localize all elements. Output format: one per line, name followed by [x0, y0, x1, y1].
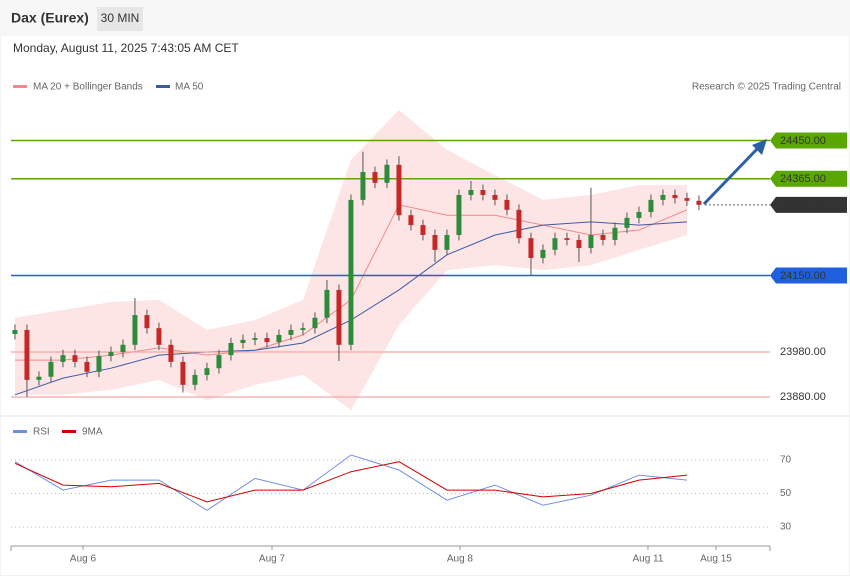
x-tick-label: Aug 6: [70, 554, 97, 565]
candle-body: [336, 289, 342, 345]
level-label: 24365.00: [780, 173, 826, 185]
candle-body: [516, 209, 522, 239]
level-tag: [770, 196, 847, 213]
candle-body: [384, 164, 390, 183]
candle-body: [564, 238, 570, 240]
level-tag: [770, 170, 847, 187]
candle-body: [324, 289, 330, 318]
candle-body: [132, 315, 138, 345]
candle-body: [288, 329, 294, 335]
candle-body: [12, 329, 18, 334]
level-label: 24450.00: [780, 135, 826, 147]
timestamp: Monday, August 11, 2025 7:43:05 AM CET: [13, 41, 239, 55]
level-label: 24150.00: [780, 270, 826, 282]
candle-body: [36, 376, 42, 380]
candle-body: [204, 368, 210, 375]
candle-body: [444, 235, 450, 250]
candle-body: [120, 344, 126, 352]
candle-body: [432, 235, 438, 250]
candle-body: [276, 334, 282, 343]
candle-body: [252, 338, 258, 340]
legend-swatch: [156, 85, 170, 88]
x-tick-label: Aug 7: [259, 554, 286, 565]
level-label: 23980.00: [780, 346, 826, 358]
timeframe-box: [97, 7, 143, 31]
candle-body: [360, 172, 366, 200]
timeframe: 30 MIN: [101, 11, 140, 25]
level-label: 23880.00: [780, 391, 826, 403]
candle-body: [60, 355, 66, 362]
candle-body: [492, 194, 498, 200]
candle-body: [216, 355, 222, 369]
candle-body: [456, 194, 462, 235]
candle-body: [300, 328, 306, 330]
candle-body: [96, 356, 102, 372]
rsi-line: [14, 454, 688, 511]
candle-body: [696, 200, 702, 205]
level-tag: [770, 267, 847, 284]
legend-label: MA 20 + Bollinger Bands: [33, 82, 143, 93]
candle-body: [144, 315, 150, 329]
legend-label: RSI: [33, 427, 50, 438]
forecast-arrow: [702, 146, 760, 206]
y-tick-label: 50: [780, 488, 792, 499]
candle-body: [264, 338, 270, 343]
candle-body: [576, 239, 582, 249]
candle-body: [636, 212, 642, 218]
candle-body: [684, 198, 690, 201]
credit: Research © 2025 Trading Central: [692, 82, 841, 93]
candle-body: [612, 227, 618, 240]
candle-body: [240, 339, 246, 343]
candle-body: [396, 164, 402, 216]
legend-label: MA 50: [175, 82, 204, 93]
y-tick-label: 30: [780, 522, 792, 533]
candle-body: [648, 199, 654, 213]
candle-body: [168, 344, 174, 362]
candle-body: [468, 190, 474, 195]
candle-body: [180, 361, 186, 385]
legend-swatch: [62, 430, 76, 433]
candle-body: [348, 199, 354, 345]
candle-body: [660, 194, 666, 200]
candle-body: [192, 374, 198, 385]
candle-body: [480, 190, 486, 195]
rsi-line: [14, 461, 688, 503]
candle-body: [156, 328, 162, 345]
legend-label: 9MA: [82, 427, 103, 438]
x-tick-label: Aug 15: [700, 554, 732, 565]
candle-body: [228, 343, 234, 356]
forecast-arrowhead: [752, 139, 767, 155]
candle-body: [312, 317, 318, 329]
legend-swatch: [13, 85, 27, 88]
candle-body: [84, 361, 90, 372]
legend-swatch: [13, 430, 27, 433]
level-tag: [770, 132, 847, 149]
candle-body: [528, 238, 534, 258]
level-label: 24307.00: [780, 199, 826, 211]
candle-body: [624, 217, 630, 228]
candle-body: [420, 225, 426, 235]
candle-body: [372, 172, 378, 183]
candle-body: [540, 249, 546, 258]
candle-body: [108, 352, 114, 357]
y-tick-label: 70: [780, 455, 792, 466]
candle-body: [600, 235, 606, 240]
x-tick-label: Aug 8: [447, 554, 474, 565]
candle-body: [672, 194, 678, 199]
candle-body: [408, 215, 414, 226]
candle-body: [588, 235, 594, 249]
candle-body: [552, 238, 558, 250]
candle-body: [24, 329, 30, 380]
candle-body: [504, 199, 510, 210]
title: Dax (Eurex): [11, 10, 89, 26]
candle-body: [48, 361, 54, 377]
candle-body: [72, 355, 78, 362]
x-tick-label: Aug 11: [632, 554, 663, 565]
